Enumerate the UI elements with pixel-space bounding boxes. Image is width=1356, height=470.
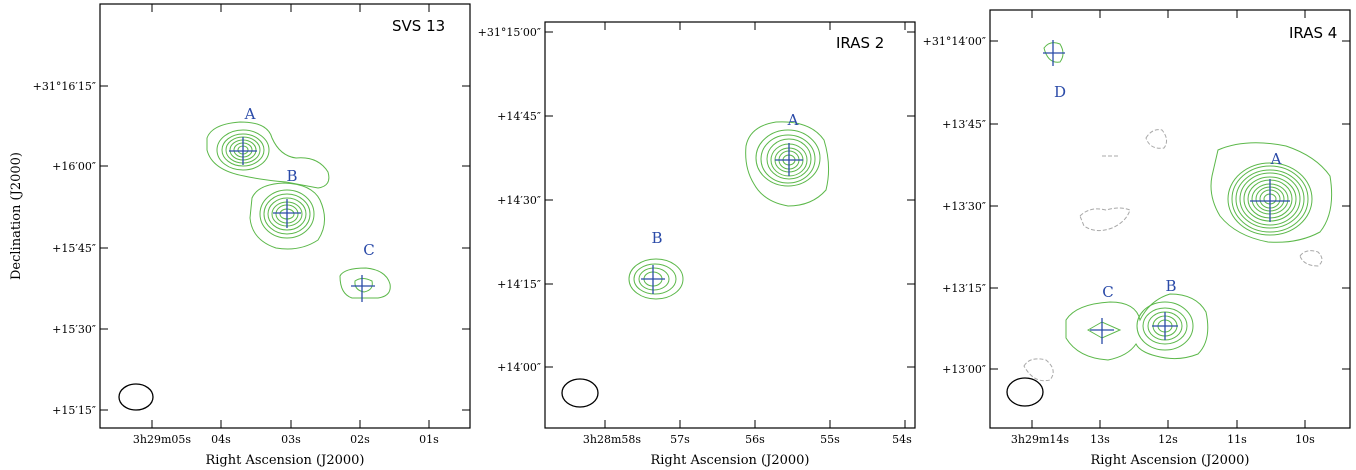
contour xyxy=(249,182,325,250)
x-tick-label: 03s xyxy=(281,433,301,446)
beam-ellipse xyxy=(118,383,154,411)
x-tick-label: 12s xyxy=(1158,433,1178,446)
x-tick-label: 55s xyxy=(820,433,840,446)
contour xyxy=(766,138,812,180)
y-tick-label: +31°14′00″ xyxy=(923,35,986,48)
beam-ellipse xyxy=(1006,377,1044,407)
x-tick-label: 02s xyxy=(350,433,370,446)
negative-contour xyxy=(1079,207,1131,232)
beam-ellipse xyxy=(561,378,599,408)
contour xyxy=(760,134,816,184)
ticks xyxy=(990,10,1350,428)
x-axis-label: Right Ascension (J2000) xyxy=(650,453,809,468)
panel-frame xyxy=(544,21,916,429)
source-a: A xyxy=(745,111,830,207)
negative-contours xyxy=(1023,129,1323,382)
negative-contour xyxy=(1023,358,1054,382)
x-tick-label: 01s xyxy=(419,433,439,446)
contour xyxy=(1239,172,1301,226)
source-label: A xyxy=(244,105,256,123)
y-tick-label: +15′15″ xyxy=(52,404,96,417)
x-tick-label: 56s xyxy=(745,433,765,446)
source-label: A xyxy=(1270,150,1282,168)
y-tick-label: +14′15″ xyxy=(497,278,541,291)
source-b: B xyxy=(1136,277,1194,351)
contour xyxy=(263,193,311,235)
contour xyxy=(1065,293,1209,361)
x-tick-label: 3h29m14s xyxy=(1011,433,1070,446)
contour xyxy=(216,129,270,171)
x-tick-label: 3h29m05s xyxy=(133,433,192,446)
y-tick-label: +14′45″ xyxy=(497,110,541,123)
source-label: B xyxy=(651,229,662,247)
panel-title: IRAS 2 xyxy=(836,34,884,52)
panel-title: IRAS 4 xyxy=(1289,24,1337,42)
source-d: D xyxy=(1043,40,1066,101)
source-label: D xyxy=(1054,83,1066,101)
contour xyxy=(354,278,373,293)
x-tick-label: 3h28m58s xyxy=(583,433,642,446)
y-tick-label: +14′30″ xyxy=(497,194,541,207)
y-axis-label: Declination (J2000) xyxy=(9,152,24,280)
contour xyxy=(755,129,821,187)
ticks xyxy=(545,22,915,428)
panel-svs13: SVS 13 +31°16′15″ +16′00″ +15′45″ +15′30… xyxy=(9,3,471,468)
panel-iras4: IRAS 4 +31°14′00″ +13′45″ +13′30″ +13′15… xyxy=(923,9,1351,468)
source-label: C xyxy=(363,241,374,259)
source-a: A xyxy=(206,105,330,189)
contour xyxy=(633,263,677,295)
x-tick-label: 54s xyxy=(892,433,912,446)
x-tick-label: 57s xyxy=(670,433,690,446)
panel-frame xyxy=(989,9,1351,429)
x-tick-label: 11s xyxy=(1227,433,1247,446)
source-b: B xyxy=(628,229,684,300)
contour xyxy=(638,267,670,291)
x-tick-label: 10s xyxy=(1295,433,1315,446)
source-c: C xyxy=(1086,283,1122,344)
contour xyxy=(259,189,315,239)
y-tick-label: +15′45″ xyxy=(52,242,96,255)
contour xyxy=(1136,301,1194,351)
contour xyxy=(339,267,391,299)
source-label: B xyxy=(286,167,297,185)
x-axis-label: Right Ascension (J2000) xyxy=(205,453,364,468)
contour xyxy=(221,133,265,167)
panel-iras2: IRAS 2 +31°15′00″ +14′45″ +14′30″ +14′15… xyxy=(478,21,916,468)
contour xyxy=(1086,321,1122,339)
contour xyxy=(1210,142,1333,243)
panel-title: SVS 13 xyxy=(392,17,445,35)
y-tick-label: +13′15″ xyxy=(942,282,986,295)
y-tick-label: +13′00″ xyxy=(942,363,986,376)
y-tick-label: +15′30″ xyxy=(52,323,96,336)
source-label: C xyxy=(1102,283,1113,301)
negative-contour xyxy=(1299,250,1323,267)
x-tick-label: 04s xyxy=(211,433,231,446)
y-tick-label: +14′00″ xyxy=(497,361,541,374)
y-tick-label: +31°15′00″ xyxy=(478,26,541,39)
contour xyxy=(1227,162,1313,236)
source-c: C xyxy=(339,241,391,302)
y-tick-label: +13′30″ xyxy=(942,200,986,213)
source-label: A xyxy=(787,111,799,129)
contour xyxy=(1231,165,1309,233)
ticks xyxy=(100,4,470,428)
x-tick-label: 13s xyxy=(1090,433,1110,446)
x-axis-label: Right Ascension (J2000) xyxy=(1090,453,1249,468)
y-tick-label: +31°16′15″ xyxy=(33,80,96,93)
source-b: B xyxy=(249,167,325,250)
source-label: B xyxy=(1165,277,1176,295)
contour xyxy=(1235,169,1305,229)
contour xyxy=(745,121,830,207)
y-tick-label: +13′45″ xyxy=(942,118,986,131)
contour xyxy=(206,121,330,189)
contour xyxy=(1142,307,1188,345)
y-tick-label: +16′00″ xyxy=(52,160,96,173)
contour xyxy=(267,197,307,231)
panel-frame xyxy=(99,3,471,429)
contour xyxy=(628,258,684,300)
negative-contour xyxy=(1145,129,1168,149)
source-a: A xyxy=(1210,142,1333,243)
